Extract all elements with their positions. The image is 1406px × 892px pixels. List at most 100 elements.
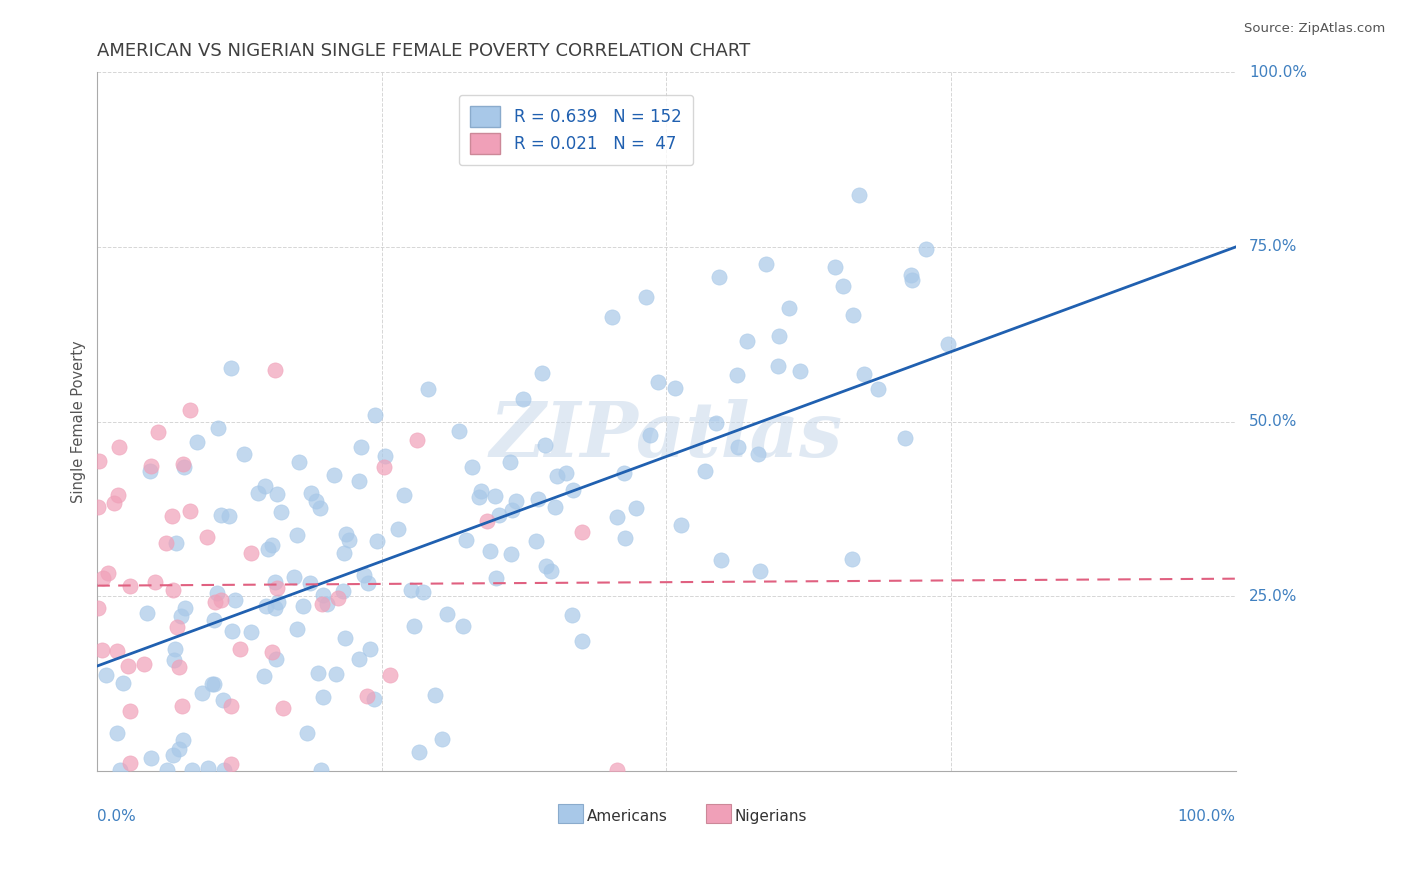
- Point: [156, 763, 179, 777]
- Point: [285, 528, 308, 542]
- Point: [778, 301, 800, 315]
- Point: [600, 310, 623, 324]
- Point: [139, 464, 162, 478]
- Point: [664, 381, 686, 395]
- Point: [470, 483, 492, 498]
- Point: [484, 489, 506, 503]
- Point: [335, 527, 357, 541]
- Point: [162, 747, 184, 762]
- Point: [305, 493, 328, 508]
- Point: [725, 368, 748, 382]
- Point: [485, 571, 508, 585]
- Point: [614, 531, 637, 545]
- Point: [285, 623, 308, 637]
- Point: [748, 564, 770, 578]
- Point: [247, 485, 270, 500]
- Point: [201, 677, 224, 691]
- Point: [561, 483, 583, 498]
- Point: [412, 585, 434, 599]
- Point: [211, 592, 233, 607]
- Point: [447, 425, 470, 439]
- Point: [260, 645, 283, 659]
- Text: AMERICAN VS NIGERIAN SINGLE FEMALE POVERTY CORRELATION CHART: AMERICAN VS NIGERIAN SINGLE FEMALE POVER…: [97, 42, 751, 60]
- Point: [606, 510, 628, 524]
- Point: [316, 597, 339, 611]
- Point: [530, 366, 553, 380]
- Point: [311, 597, 333, 611]
- Point: [174, 601, 197, 615]
- Text: 50.0%: 50.0%: [1249, 414, 1298, 429]
- Point: [181, 763, 204, 777]
- Legend: R = 0.639   N = 152, R = 0.021   N =  47: R = 0.639 N = 152, R = 0.021 N = 47: [458, 95, 693, 165]
- Point: [936, 336, 959, 351]
- Point: [755, 257, 778, 271]
- Point: [120, 579, 142, 593]
- Point: [308, 501, 330, 516]
- Point: [264, 574, 287, 589]
- Point: [135, 606, 157, 620]
- Point: [571, 633, 593, 648]
- Point: [392, 488, 415, 502]
- Point: [626, 500, 648, 515]
- Point: [735, 334, 758, 348]
- Point: [364, 409, 387, 423]
- Point: [353, 567, 375, 582]
- Point: [768, 328, 790, 343]
- Point: [853, 368, 876, 382]
- Point: [117, 658, 139, 673]
- Point: [543, 500, 565, 514]
- Point: [263, 363, 285, 377]
- Point: [266, 581, 288, 595]
- Point: [103, 496, 125, 510]
- Point: [307, 665, 329, 680]
- Point: [647, 375, 669, 389]
- Point: [163, 642, 186, 657]
- Point: [709, 269, 731, 284]
- Point: [841, 552, 863, 566]
- Point: [789, 364, 811, 378]
- Point: [254, 599, 277, 614]
- Point: [87, 601, 110, 615]
- Point: [108, 763, 131, 777]
- Point: [197, 530, 219, 544]
- Point: [163, 653, 186, 667]
- Point: [219, 361, 242, 376]
- Point: [456, 533, 478, 547]
- Point: [524, 533, 547, 548]
- Point: [606, 763, 628, 777]
- Point: [914, 242, 936, 256]
- Bar: [706, 804, 731, 823]
- Point: [366, 534, 388, 549]
- Point: [160, 508, 183, 523]
- Point: [339, 533, 361, 547]
- Point: [283, 570, 305, 584]
- Point: [271, 701, 294, 715]
- Point: [534, 559, 557, 574]
- Point: [209, 508, 232, 522]
- Point: [436, 607, 458, 621]
- Point: [299, 485, 322, 500]
- Point: [179, 504, 201, 518]
- Point: [298, 576, 321, 591]
- Point: [218, 509, 240, 524]
- Point: [257, 541, 280, 556]
- Point: [288, 455, 311, 469]
- Point: [540, 564, 562, 578]
- Text: Nigerians: Nigerians: [735, 809, 807, 824]
- Point: [374, 449, 396, 463]
- Point: [555, 466, 578, 480]
- Point: [172, 457, 194, 471]
- Point: [378, 668, 401, 682]
- Point: [671, 517, 693, 532]
- Point: [423, 688, 446, 702]
- Point: [399, 582, 422, 597]
- Point: [179, 402, 201, 417]
- Text: 100.0%: 100.0%: [1178, 809, 1236, 824]
- Text: 25.0%: 25.0%: [1249, 589, 1298, 604]
- Bar: [558, 804, 583, 823]
- Point: [768, 359, 790, 374]
- Point: [499, 455, 522, 469]
- Point: [111, 676, 134, 690]
- Point: [332, 583, 354, 598]
- Point: [323, 467, 346, 482]
